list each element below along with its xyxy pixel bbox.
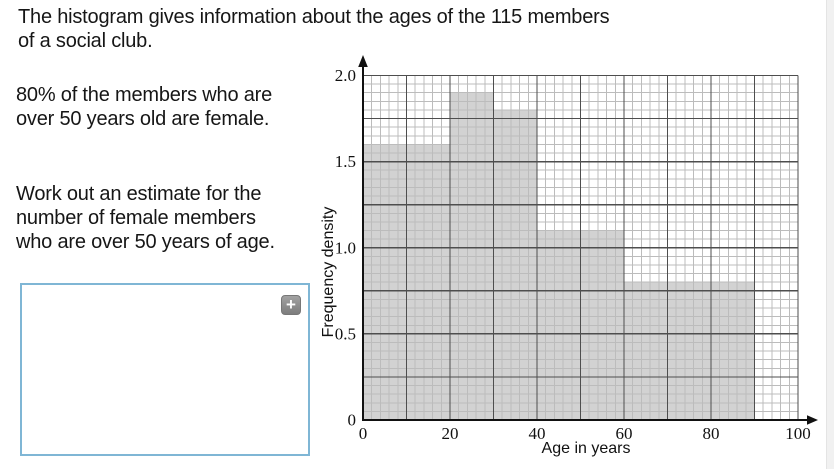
axes xyxy=(358,55,818,425)
fact-statement: 80% of the members who are over 50 years… xyxy=(16,83,272,131)
y-tick-label: 1.5 xyxy=(335,152,356,171)
text-line: over 50 years old are female. xyxy=(16,108,270,130)
x-tick-label: 80 xyxy=(703,424,720,443)
y-tick-label: 0.5 xyxy=(335,324,356,343)
x-tick-label: 0 xyxy=(359,424,368,443)
scrollbar-track[interactable] xyxy=(826,0,834,469)
text-line: of a social club. xyxy=(18,30,153,52)
x-tick-label: 60 xyxy=(616,424,633,443)
y-tick-label: 1.0 xyxy=(335,238,356,257)
x-tick-label: 100 xyxy=(785,424,811,443)
text-line: The histogram gives information about th… xyxy=(18,6,610,28)
problem-statement: The histogram gives information about th… xyxy=(18,5,610,53)
histogram-chart: Frequency density Age in years 0 20 40 60 80… xyxy=(320,55,818,457)
plus-icon: + xyxy=(286,294,296,314)
question-statement: Work out an estimate for the number of f… xyxy=(16,182,275,254)
y-tick-label: 2.0 xyxy=(335,66,356,85)
answer-box[interactable]: + xyxy=(20,283,310,456)
text-line: Work out an estimate for the xyxy=(16,183,262,205)
expand-answer-button[interactable]: + xyxy=(281,295,301,315)
text-line: number of female members xyxy=(16,207,256,229)
text-line: 80% of the members who are xyxy=(16,84,273,106)
y-tick-label: 0 xyxy=(348,411,357,430)
text-line: who are over 50 years of age. xyxy=(16,231,275,253)
y-axis-title: Frequency density xyxy=(320,207,337,338)
x-tick-label: 20 xyxy=(442,424,459,443)
x-tick-label: 40 xyxy=(529,424,546,443)
tick-labels: 0 20 40 60 80 100 0 0.5 1.0 1.5 2.0 xyxy=(335,66,811,443)
x-axis-title: Age in years xyxy=(542,440,631,457)
